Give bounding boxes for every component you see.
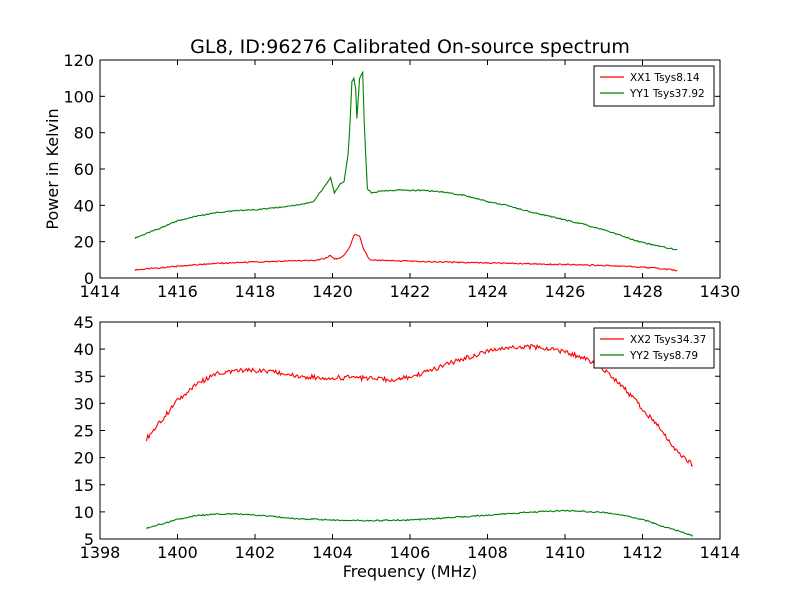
y-tick-label: 30 (74, 394, 94, 413)
y-tick-label: 20 (74, 449, 94, 468)
y-tick-label: 20 (74, 233, 94, 252)
legend-label: YY1 Tsys37.92 (629, 88, 705, 100)
y-tick-label: 10 (74, 503, 94, 522)
x-tick-label: 1412 (622, 543, 663, 562)
legend: XX2 Tsys34.37 YY2 Tsys8.79 (593, 327, 715, 369)
y-tick-label: 35 (74, 367, 94, 386)
x-tick-label: 1422 (390, 282, 431, 301)
legend-box (593, 65, 715, 107)
chart-title: GL8, ID:96276 Calibrated On-source spect… (190, 36, 630, 58)
y-axis-title: Power in Kelvin (43, 108, 62, 229)
bottom-panel: 1398 1400 1402 1404 1406 1408 1410 1412 1414 5 10 1… (74, 313, 741, 562)
series-line-xx1 (134, 233, 678, 272)
x-axis-title: Frequency (MHz) (343, 562, 477, 581)
y-tick-label: 5 (84, 530, 94, 549)
x-tick-label: 1402 (235, 543, 276, 562)
y-tick-label: 80 (74, 124, 94, 143)
series-line-yy1 (134, 70, 678, 251)
x-tick-label: 1414 (80, 282, 121, 301)
y-tick-label: 45 (74, 313, 94, 332)
x-tick-label: 1404 (312, 543, 353, 562)
x-tick-label: 1410 (545, 543, 586, 562)
legend-box (593, 327, 715, 369)
series-line-xx2 (145, 343, 693, 467)
x-tick-label: 1414 (700, 543, 741, 562)
x-tick-label: 1428 (622, 282, 663, 301)
top-panel: 1414 1416 1418 1420 1422 1424 1426 1428 1430 0 20 4… (63, 51, 740, 301)
legend-label: XX2 Tsys34.37 (630, 334, 706, 346)
x-tick-label: 1426 (545, 282, 586, 301)
x-tick-label: 1400 (157, 543, 198, 562)
x-tick-label: 1408 (467, 543, 508, 562)
x-tick-label: 1424 (467, 282, 508, 301)
y-tick-label: 40 (74, 196, 94, 215)
y-tick-label: 60 (74, 160, 94, 179)
series-line-yy2 (146, 509, 693, 537)
x-tick-label: 1420 (312, 282, 353, 301)
legend-label: XX1 Tsys8.14 (630, 72, 700, 84)
y-tick-label: 40 (74, 340, 94, 359)
legend-label: YY2 Tsys8.79 (629, 350, 698, 362)
x-tick-label: 1406 (390, 543, 431, 562)
y-tick-label: 100 (63, 87, 94, 106)
x-tick-label: 1418 (235, 282, 276, 301)
y-tick-label: 25 (74, 422, 94, 441)
x-tick-label: 1430 (700, 282, 741, 301)
y-tick-label: 0 (84, 269, 94, 288)
y-tick-label: 15 (74, 476, 94, 495)
legend: XX1 Tsys8.14 YY1 Tsys37.92 (593, 65, 715, 107)
x-tick-label: 1416 (157, 282, 198, 301)
x-tick-label: 1398 (80, 543, 121, 562)
y-tick-label: 120 (63, 51, 94, 70)
